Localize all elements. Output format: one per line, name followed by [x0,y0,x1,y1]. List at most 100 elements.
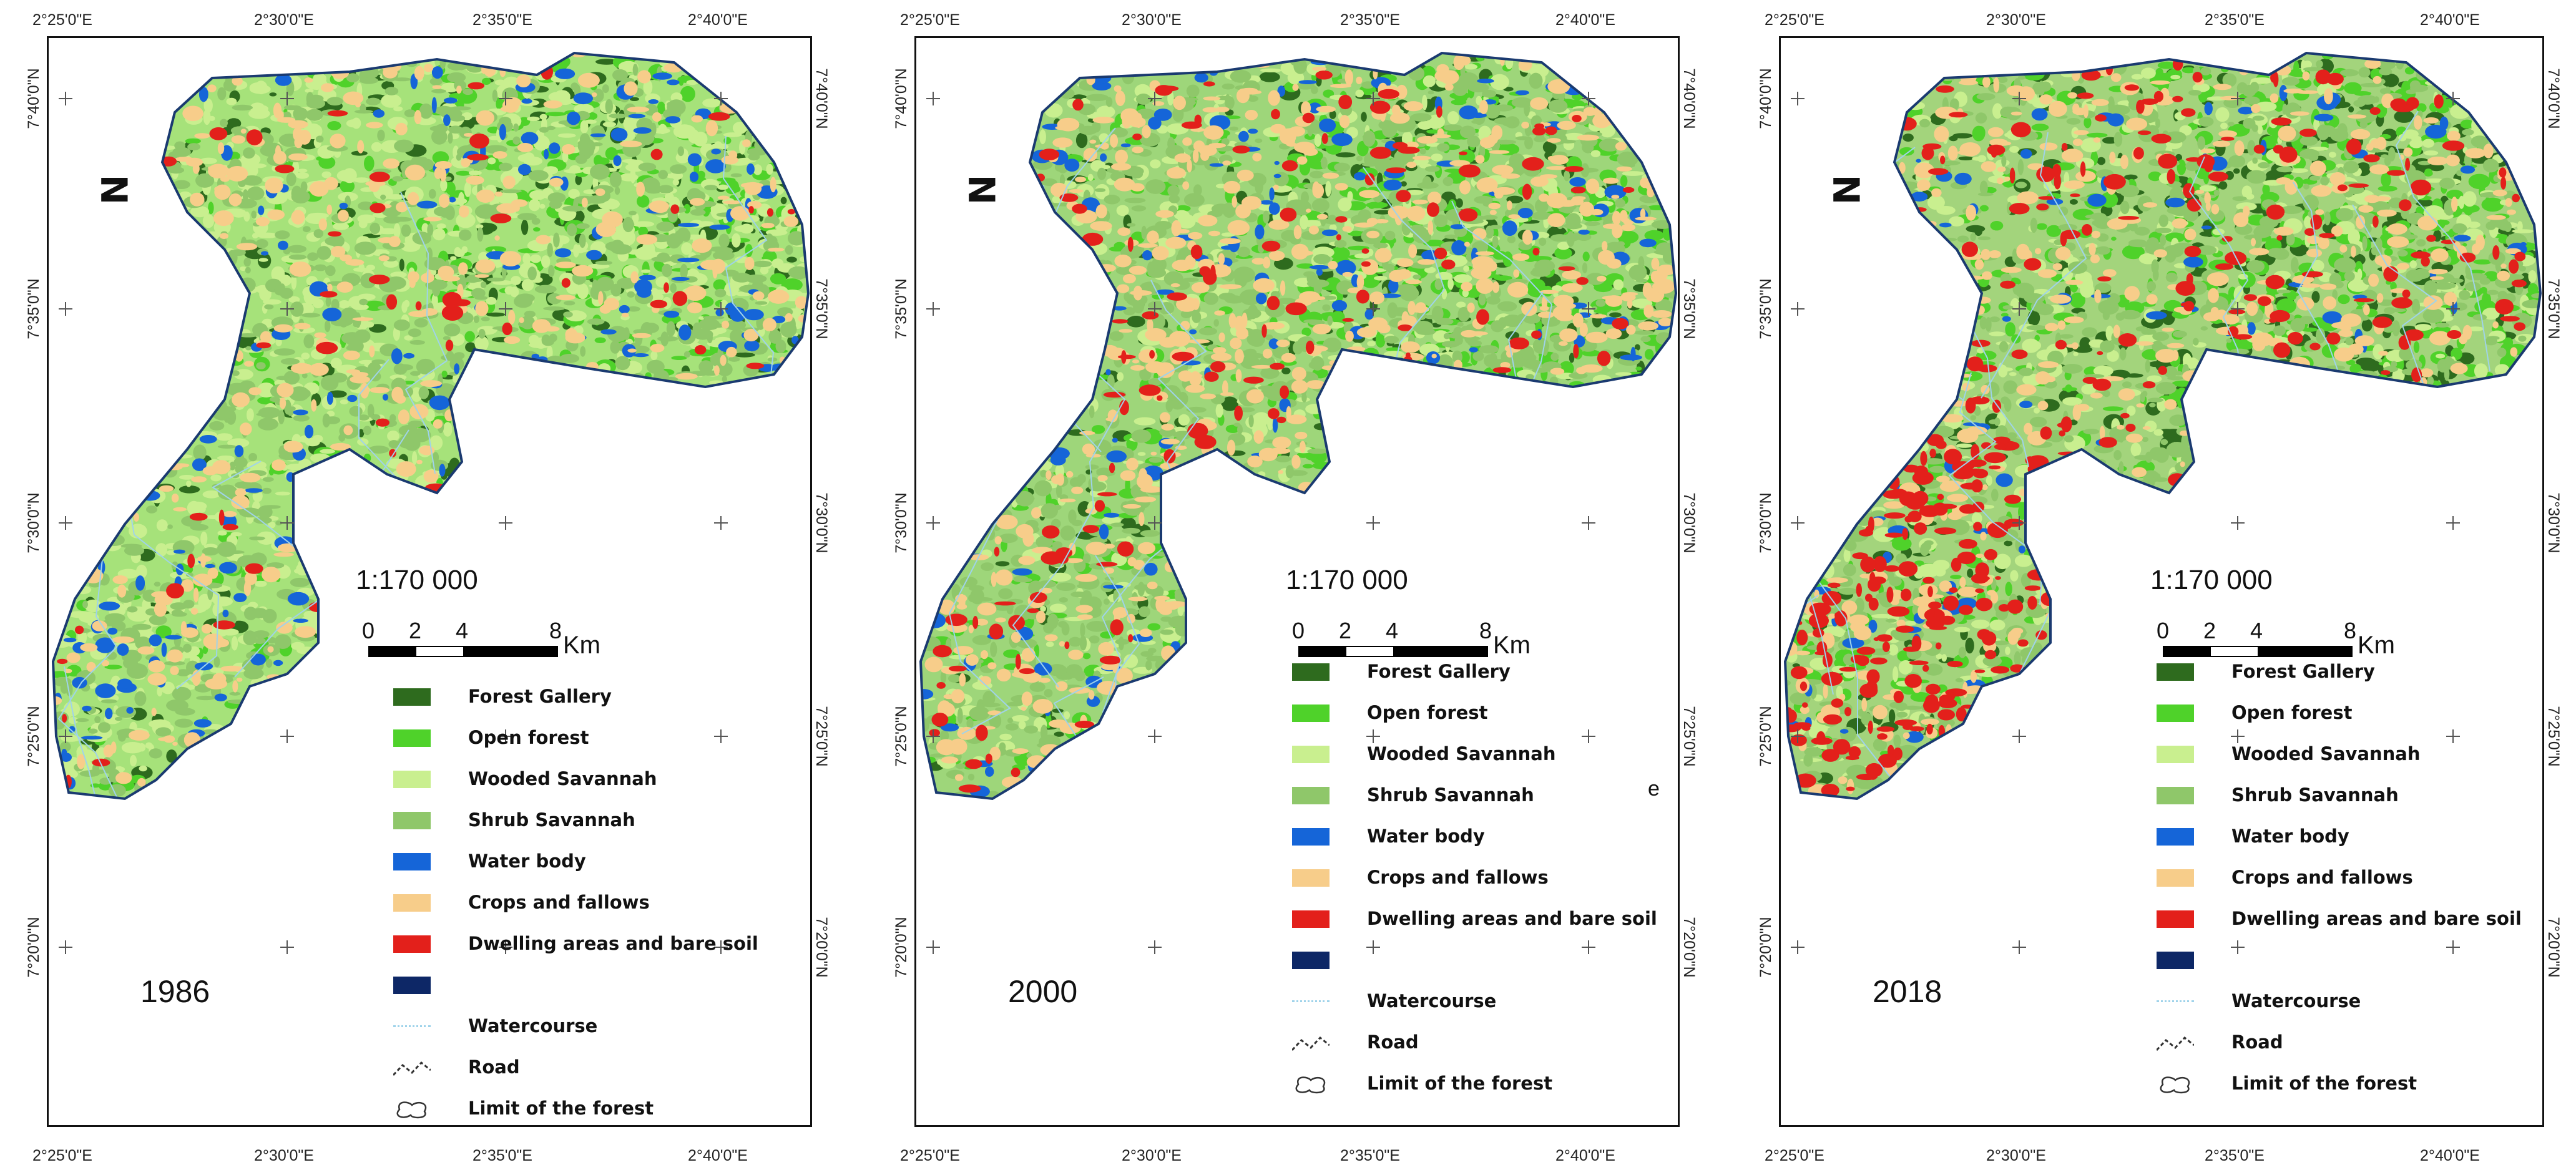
patch-shrub-savannah [1141,225,1147,240]
patch-shrub-savannah [115,706,137,718]
patch-water-body [613,155,622,167]
patch-water-body [322,308,342,321]
patch-wooded-savannah [298,459,311,469]
patch-crops-fallows [272,459,286,471]
patch-wooded-savannah [580,120,589,134]
patch-crops-fallows [536,235,551,245]
patch-crops-fallows [1253,278,1275,293]
patch-crops-fallows [996,668,1011,682]
patch-shrub-savannah [359,298,368,306]
patch-shrub-savannah [634,330,643,346]
patch-crops-fallows [1160,439,1180,445]
patch-water-body [1298,80,1317,85]
patch-crops-fallows [572,265,594,277]
patch-crops-fallows [1171,220,1182,236]
patch-crops-fallows [620,140,642,147]
patch-crops-fallows [239,422,252,436]
patch-crops-fallows [496,203,518,214]
patch-crops-fallows [1408,244,1418,258]
patch-water-body [628,114,645,119]
patch-wooded-savannah [454,249,465,258]
patch-open-forest [485,246,507,253]
patch-crops-fallows [396,461,416,477]
patch-shrub-savannah [1230,69,1251,83]
patch-water-body [543,149,549,160]
patch-crops-fallows [171,493,179,503]
patch-crops-fallows [956,603,967,610]
patch-shrub-savannah [647,359,665,374]
patch-open-forest [717,177,736,182]
patch-shrub-savannah [404,109,416,117]
patch-shrub-savannah [566,223,577,236]
patch-shrub-savannah [1103,598,1110,605]
patch-crops-fallows [404,164,426,181]
patch-water-body [1144,562,1158,576]
patch-crops-fallows [232,680,238,693]
patch-shrub-savannah [370,222,381,235]
patch-shrub-savannah [283,105,301,110]
patch-crops-fallows [1044,634,1058,641]
patch-crops-fallows [345,259,365,266]
patch-crops-fallows [1530,176,1549,187]
patch-wooded-savannah [230,532,242,537]
patch-shrub-savannah [587,318,605,325]
patch-crops-fallows [191,476,207,483]
patch-shrub-savannah [564,301,575,306]
patch-wooded-savannah [371,142,383,152]
patch-water-body [347,394,358,402]
patch-shrub-savannah [253,637,266,644]
patch-dwelling-bare-soil [327,110,348,117]
patch-shrub-savannah [252,608,268,618]
patch-crops-fallows [1579,202,1594,217]
patch-forest-gallery [269,92,277,97]
patch-shrub-savannah [1507,235,1516,243]
patch-shrub-savannah [170,602,187,610]
patch-open-forest [1582,251,1590,261]
patch-shrub-savannah [359,71,367,81]
patch-shrub-savannah [1024,725,1038,734]
patch-shrub-savannah [957,707,963,724]
patch-shrub-savannah [657,185,673,193]
patch-crops-fallows [1268,447,1291,454]
patch-shrub-savannah [1006,723,1019,731]
patch-shrub-savannah [174,718,193,728]
patch-crops-fallows [1222,380,1228,395]
patch-dwelling-bare-soil [213,620,235,630]
patch-crops-fallows [1182,181,1190,190]
patch-crops-fallows [1607,258,1622,269]
patch-wooded-savannah [288,296,300,303]
patch-wooded-savannah [569,165,580,174]
patch-shrub-savannah [512,136,521,145]
patch-crops-fallows [1069,189,1084,193]
patch-wooded-savannah [256,232,278,238]
patch-shrub-savannah [371,359,386,364]
legend-swatch [393,853,431,870]
patch-crops-fallows [175,157,194,162]
patch-crops-fallows [1057,117,1080,132]
patch-shrub-savannah [1472,351,1484,361]
patch-shrub-savannah [1424,166,1440,172]
patch-water-body [1578,230,1590,235]
patch-crops-fallows [277,383,294,397]
patch-crops-fallows [294,136,303,149]
patch-crops-fallows [1412,155,1431,160]
scale-ratio: 1:170 000 [356,565,478,595]
patch-dwelling-bare-soil [746,363,765,369]
patch-crops-fallows [1129,265,1147,275]
patch-open-forest [449,92,467,100]
patch-crops-fallows [1475,251,1494,256]
patch-water-body [382,394,389,401]
patch-shrub-savannah [730,173,742,178]
patch-crops-fallows [1396,258,1414,268]
patch-shrub-savannah [1431,305,1444,322]
legend-swatch [393,688,431,706]
patch-wooded-savannah [1355,89,1364,97]
patch-crops-fallows [1132,146,1144,154]
patch-shrub-savannah [458,229,472,241]
patch-crops-fallows [1032,699,1054,714]
patch-crops-fallows [314,332,326,338]
patch-crops-fallows [456,85,462,94]
patch-forest-gallery [595,59,618,65]
patch-shrub-savannah [134,691,147,706]
patch-water-body [373,109,385,118]
